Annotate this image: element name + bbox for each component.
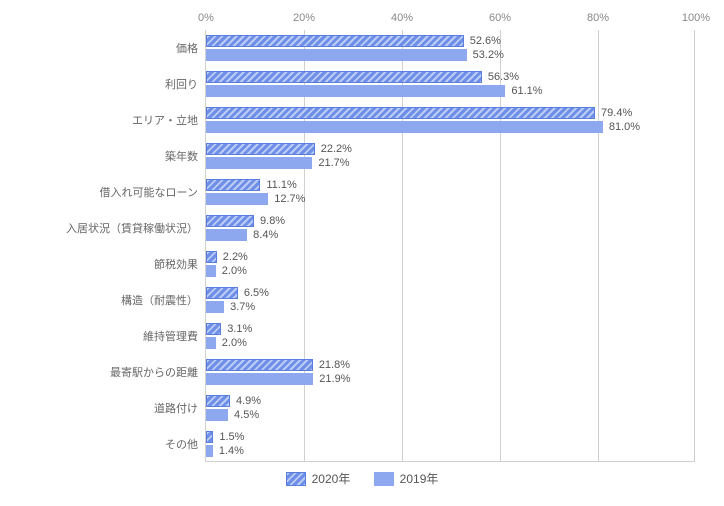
bar-v2019 [206, 373, 313, 385]
bar-v2019 [206, 445, 213, 457]
category-label: 維持管理費 [143, 328, 206, 344]
plot-area: 0%20%40%60%80%100%価格52.6%53.2%利回り56.3%61… [205, 30, 695, 462]
bar-v2019 [206, 301, 224, 313]
value-label: 9.8% [260, 215, 285, 227]
bar-v2019 [206, 85, 505, 97]
x-axis-tick-label: 0% [198, 12, 214, 24]
legend-item-2020: 2020年 [286, 470, 351, 487]
bar-v2019 [206, 409, 228, 421]
value-label: 12.7% [274, 193, 305, 205]
legend-swatch-2019 [374, 472, 394, 486]
bar-v2019 [206, 229, 247, 241]
category-label: 構造（耐震性） [121, 292, 206, 308]
bar-v2020 [206, 71, 482, 83]
category-label: 築年数 [165, 148, 206, 164]
value-label: 79.4% [601, 107, 632, 119]
value-label: 11.1% [266, 179, 296, 191]
category-label: 最寄駅からの距離 [110, 364, 206, 380]
bar-v2020 [206, 35, 464, 47]
bar-v2020 [206, 431, 213, 443]
bar-v2019 [206, 121, 603, 133]
value-label: 22.2% [321, 143, 352, 155]
value-label: 4.5% [234, 409, 259, 421]
bar-v2020 [206, 359, 313, 371]
bar-v2020 [206, 179, 260, 191]
bar-v2020 [206, 215, 254, 227]
value-label: 1.5% [219, 431, 244, 443]
bar-v2020 [206, 251, 217, 263]
value-label: 81.0% [609, 121, 640, 133]
value-label: 3.1% [227, 323, 252, 335]
category-label: 価格 [176, 40, 206, 56]
x-axis-tick-label: 20% [293, 12, 315, 24]
x-axis-tick-label: 100% [682, 12, 710, 24]
value-label: 6.5% [244, 287, 269, 299]
bar-v2019 [206, 193, 268, 205]
value-label: 53.2% [473, 49, 504, 61]
value-label: 4.9% [236, 395, 261, 407]
gridline [598, 30, 599, 461]
value-label: 2.2% [223, 251, 248, 263]
category-label: 入居状況（賃貸稼働状況） [66, 220, 206, 236]
bar-v2019 [206, 265, 216, 277]
bar-v2020 [206, 143, 315, 155]
value-label: 21.8% [319, 359, 350, 371]
value-label: 2.0% [222, 337, 247, 349]
value-label: 8.4% [253, 229, 278, 241]
bar-v2019 [206, 337, 216, 349]
bar-v2020 [206, 107, 595, 119]
value-label: 2.0% [222, 265, 247, 277]
x-axis-tick-label: 40% [391, 12, 413, 24]
x-axis-tick-label: 80% [587, 12, 609, 24]
category-label: エリア・立地 [132, 112, 206, 128]
bar-v2019 [206, 157, 312, 169]
value-label: 3.7% [230, 301, 255, 313]
bar-v2019 [206, 49, 467, 61]
legend-label-2019: 2019年 [400, 470, 439, 487]
category-label: 節税効果 [154, 256, 206, 272]
legend: 2020年 2019年 [10, 470, 714, 489]
value-label: 1.4% [219, 445, 244, 457]
value-label: 21.9% [319, 373, 350, 385]
legend-item-2019: 2019年 [374, 470, 439, 487]
category-label: 道路付け [154, 400, 206, 416]
category-label: その他 [165, 436, 206, 452]
category-label: 借入れ可能なローン [100, 184, 206, 200]
chart-container: 0% 20% 40% 60% 80% 100% 価格 52.6% 53.2% 利回り 56.3% 61… [10, 10, 714, 496]
legend-label-2020: 2020年 [312, 470, 351, 487]
x-axis-tick-label: 60% [489, 12, 511, 24]
bar-v2020 [206, 395, 230, 407]
category-label: 利回り [165, 76, 206, 92]
legend-swatch-2020 [286, 472, 306, 486]
bar-v2020 [206, 287, 238, 299]
value-label: 61.1% [511, 85, 542, 97]
value-label: 52.6% [470, 35, 501, 47]
value-label: 21.7% [318, 157, 349, 169]
bar-v2020 [206, 323, 221, 335]
value-label: 56.3% [488, 71, 519, 83]
